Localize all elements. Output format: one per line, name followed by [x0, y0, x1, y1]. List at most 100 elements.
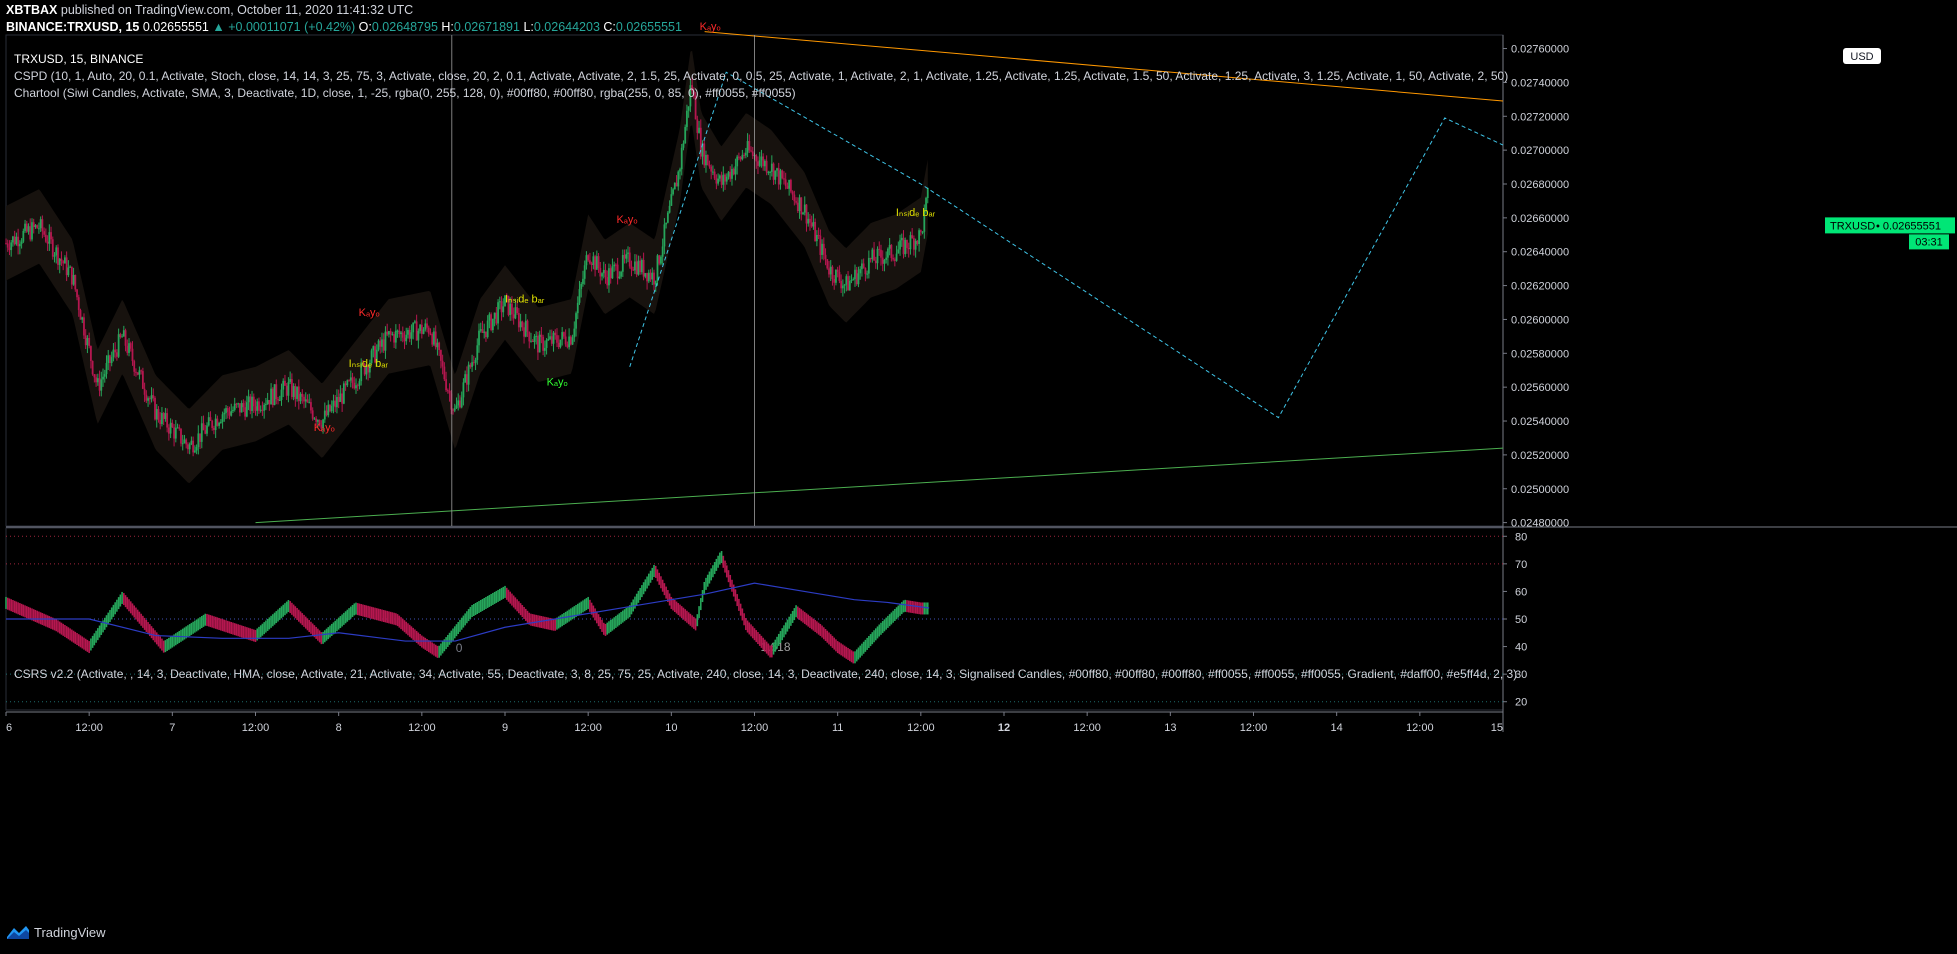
price-candle: [95, 377, 97, 383]
price-candle: [481, 329, 484, 333]
price-candle: [561, 332, 564, 340]
price-candle: [427, 327, 430, 334]
price-candle: [39, 219, 42, 229]
price-candle: [732, 168, 735, 175]
price-candle: [654, 280, 657, 285]
price-candle: [861, 263, 863, 270]
price-candle: [327, 404, 330, 416]
price-candle: [540, 334, 543, 337]
price-candle: [517, 313, 520, 328]
price-candle: [537, 335, 539, 353]
tradingview-logo[interactable]: TradingView: [6, 924, 106, 940]
price-candle: [84, 335, 87, 346]
price-candle: [571, 337, 574, 345]
fib-label-0: 0: [456, 641, 463, 655]
price-candle: [29, 226, 32, 240]
author-name[interactable]: XBTBAX: [6, 3, 58, 17]
price-candle: [433, 331, 435, 345]
price-candle: [147, 398, 149, 401]
price-candle: [318, 420, 321, 426]
price-candle: [367, 366, 370, 373]
price-candle: [103, 374, 106, 377]
last-price-tag: [1825, 217, 1955, 234]
price-candle: [315, 418, 318, 422]
cspd-legend[interactable]: CSPD (10, 1, Auto, 20, 0.1, Activate, St…: [14, 69, 1509, 83]
symbol-legend[interactable]: TRXUSD, 15, BINANCE: [14, 52, 144, 66]
price-candle: [878, 248, 881, 250]
price-candle: [919, 230, 922, 232]
price-candle: [916, 240, 919, 244]
price-candle: [110, 357, 113, 363]
price-candle: [24, 223, 26, 231]
time-tick-label: 12:00: [741, 722, 769, 734]
price-candle: [483, 331, 486, 333]
price-candle: [552, 332, 555, 344]
price-candle: [214, 418, 217, 431]
price-candle: [325, 410, 328, 416]
price-candle: [136, 372, 139, 375]
trendline-green[interactable]: [255, 447, 1504, 524]
price-candle: [809, 218, 811, 223]
price-candle: [401, 332, 404, 338]
price-candle: [696, 119, 699, 133]
price-candle: [268, 400, 271, 405]
price-candle: [254, 406, 257, 411]
price-candle: [18, 243, 21, 247]
price-candle: [363, 363, 366, 375]
price-candle: [362, 363, 364, 365]
price-candle: [725, 176, 728, 182]
price-candle: [566, 344, 569, 348]
oscillator-signal-line[interactable]: [6, 582, 930, 642]
price-candle: [618, 276, 621, 279]
chartool-legend[interactable]: Chartool (Siwi Candles, Activate, SMA, 3…: [14, 86, 796, 100]
price-candle: [275, 384, 278, 400]
price-candle: [606, 277, 609, 286]
price-candle: [601, 273, 603, 277]
currency-badge[interactable]: [1843, 48, 1881, 64]
price-candle: [495, 312, 498, 324]
price-candle: [48, 232, 51, 244]
trendline-orange[interactable]: [704, 31, 1504, 102]
oscillator-tick-label: 70: [1515, 559, 1527, 571]
price-candle: [796, 202, 799, 212]
price-tick-label: 0.02480000: [1511, 518, 1569, 530]
price-candle: [391, 334, 394, 336]
price-candle: [639, 260, 642, 273]
price-candle: [713, 171, 716, 179]
price-candle: [798, 197, 801, 212]
price-candle: [431, 334, 434, 345]
price-candle: [213, 427, 215, 431]
price-candle: [34, 225, 37, 228]
price-candle: [793, 194, 796, 202]
price-candle: [913, 238, 915, 250]
price-candle: [310, 402, 312, 411]
price-candle: [74, 274, 77, 290]
price-candle: [195, 447, 198, 451]
price-candle: [394, 330, 397, 343]
price-candle: [530, 340, 532, 342]
price-candle: [543, 347, 546, 351]
price-candle: [923, 209, 926, 232]
price-candle: [69, 266, 72, 268]
price-candle: [871, 249, 874, 260]
price-candle: [337, 396, 340, 402]
price-candle: [738, 156, 740, 158]
price-candle: [786, 185, 789, 189]
price-candle: [51, 239, 54, 257]
price-candle: [873, 249, 875, 261]
price-candle: [835, 269, 837, 283]
price-candle: [365, 366, 368, 375]
price-candle: [668, 205, 671, 213]
price-candle: [812, 221, 815, 227]
csrs-legend[interactable]: CSRS v2.2 (Activate, , 14, 3, Deactivate…: [14, 667, 1518, 681]
price-candle: [297, 386, 300, 402]
price-candle: [46, 241, 49, 244]
price-candle: [731, 168, 733, 179]
price-tick-label: 0.02580000: [1511, 348, 1569, 360]
price-candle: [322, 419, 324, 429]
price-candle: [843, 284, 846, 286]
price-candle: [323, 410, 326, 420]
price-candle: [701, 143, 704, 157]
price-candle: [311, 410, 314, 419]
